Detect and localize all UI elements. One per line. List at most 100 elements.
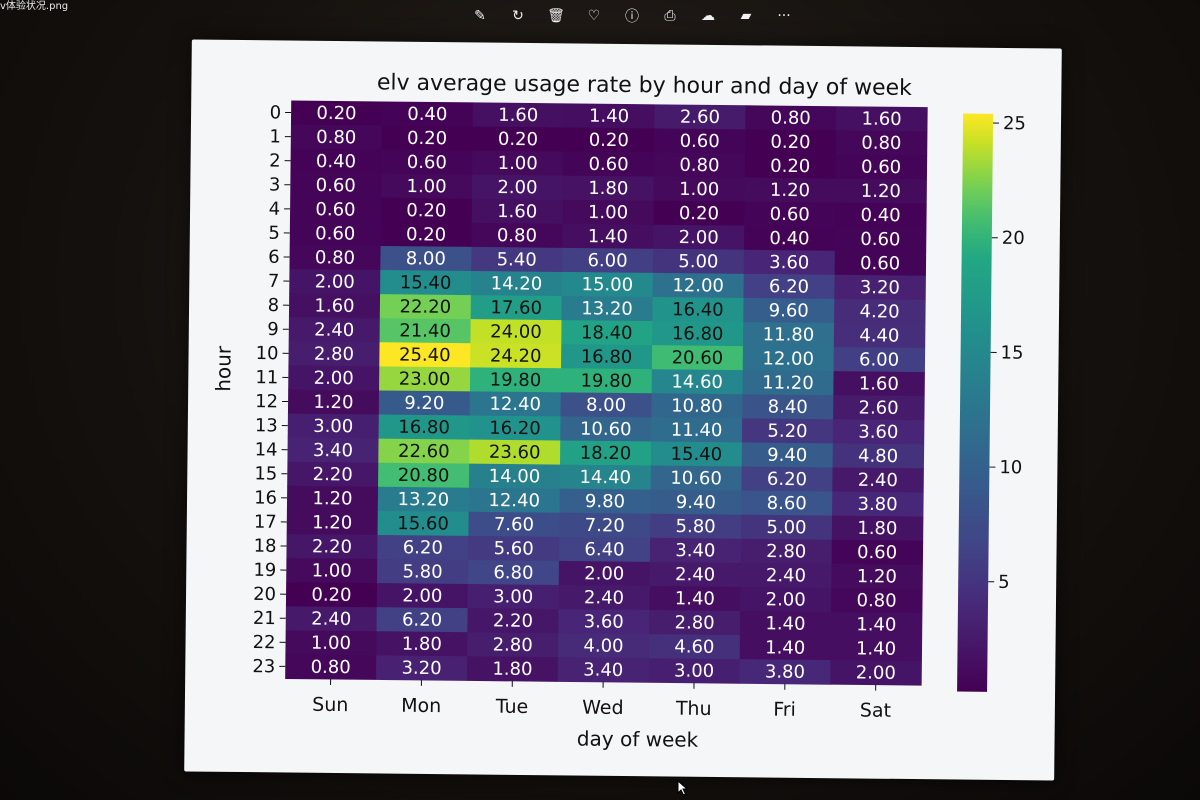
video-icon[interactable]: ▰ — [740, 8, 752, 24]
heatmap-cell — [562, 223, 654, 250]
heatmap-cell — [380, 245, 472, 272]
cell-label: 10.60 — [670, 468, 722, 490]
cell-label: 6.20 — [769, 276, 809, 297]
heatmap-cell — [743, 225, 836, 252]
favorite-icon[interactable]: ♡ — [587, 8, 601, 24]
y-tick-label: 20 — [253, 584, 276, 605]
cell-label: 0.60 — [316, 175, 356, 196]
cell-label: 0.20 — [770, 156, 810, 177]
heatmap-cell — [471, 222, 564, 249]
x-tick-label: Sat — [860, 699, 891, 721]
cell-label: 2.60 — [858, 398, 898, 419]
print-icon[interactable]: ⎙ — [664, 8, 676, 24]
cell-label: 5.40 — [497, 249, 537, 270]
cell-label: 0.80 — [497, 225, 537, 246]
heatmap-cell — [468, 535, 560, 562]
y-tick-label: 7 — [268, 271, 280, 292]
cell-label: 0.60 — [680, 131, 720, 152]
more-icon[interactable]: ··· — [777, 8, 791, 24]
cell-label: 1.60 — [859, 373, 899, 394]
heatmap-cell — [287, 437, 380, 464]
heatmap-cell — [652, 321, 744, 347]
y-tick-label: 18 — [254, 536, 277, 557]
cloud-icon[interactable]: ☁ — [701, 8, 715, 24]
cell-label: 9.40 — [676, 492, 716, 513]
heatmap-cell — [378, 462, 470, 489]
cell-label: 24.20 — [490, 345, 542, 367]
heatmap-cell — [831, 563, 923, 590]
heatmap-cell — [468, 463, 561, 490]
heatmap-cell — [650, 489, 742, 516]
heatmap-cell — [288, 293, 381, 319]
cell-label: 14.60 — [671, 371, 723, 393]
heatmap-cell — [286, 533, 379, 560]
y-tick-label: 1 — [269, 126, 281, 147]
cell-label: 2.60 — [680, 107, 720, 128]
cell-label: 18.40 — [581, 322, 633, 344]
heatmap-cell — [563, 103, 656, 129]
cell-label: 2.80 — [314, 344, 354, 365]
cell-label: 4.40 — [859, 325, 899, 346]
heatmap-cell — [287, 389, 380, 416]
cell-label: 2.00 — [315, 271, 355, 292]
x-tick-label: Sun — [312, 694, 348, 716]
heatmap-cell — [290, 124, 383, 151]
edit-icon[interactable]: ✎ — [474, 8, 486, 24]
heatmap-cell — [557, 633, 650, 659]
heatmap-cell — [831, 587, 923, 614]
cell-label: 5.00 — [678, 251, 718, 272]
rotate-icon[interactable]: ↻ — [512, 8, 524, 24]
cell-label: 3.00 — [313, 416, 353, 437]
heatmap-cell — [653, 152, 746, 179]
y-tick-label: 14 — [255, 439, 278, 460]
x-tick-label: Fri — [773, 699, 796, 721]
cell-label: 0.20 — [406, 200, 446, 221]
cell-label: 2.40 — [584, 587, 624, 608]
cell-label: 12.40 — [488, 490, 540, 512]
heatmap-cell — [288, 317, 381, 343]
cell-label: 11.80 — [763, 324, 815, 346]
heatmap-cell — [834, 250, 927, 277]
heatmap-cell — [469, 415, 562, 442]
y-tick-label: 19 — [253, 560, 276, 581]
colorbar — [957, 113, 994, 692]
heatmap-cell — [559, 488, 652, 515]
info-icon[interactable]: ⓘ — [625, 9, 639, 25]
heatmap-cell — [561, 271, 654, 298]
cell-label: 7.60 — [494, 514, 534, 535]
heatmap-cell — [561, 296, 654, 322]
delete-icon[interactable]: 🗑 — [547, 8, 565, 24]
cell-label: 14.40 — [579, 467, 631, 489]
cell-label: 0.20 — [589, 130, 629, 151]
heatmap-cell — [290, 148, 383, 175]
cell-label: 5.60 — [494, 538, 534, 559]
heatmap-cell — [744, 153, 837, 179]
colorbar-tick-label: 10 — [999, 457, 1022, 478]
heatmap-cell — [285, 606, 378, 632]
cell-label: 2.40 — [858, 470, 898, 491]
cell-label: 1.60 — [314, 295, 354, 316]
heatmap-chart: elv average usage rate by hour and day o… — [211, 70, 1026, 751]
heatmap-cell — [469, 367, 562, 393]
heatmap-cell — [653, 224, 745, 251]
cell-label: 2.00 — [497, 177, 537, 198]
heatmap-cell — [743, 273, 836, 300]
cell-label: 1.00 — [311, 633, 351, 654]
y-tick-label: 22 — [253, 632, 276, 653]
cell-label: 0.60 — [861, 157, 901, 178]
cell-label: 3.40 — [675, 540, 715, 561]
heatmap-cell — [467, 632, 559, 658]
cell-label: 2.00 — [314, 368, 354, 389]
heatmap-cell — [653, 200, 745, 227]
cell-label: 6.20 — [402, 609, 442, 630]
cell-label: 6.80 — [493, 562, 533, 583]
heatmap-cell — [745, 105, 837, 131]
heatmap-cell — [648, 634, 741, 660]
cell-label: 3.00 — [493, 586, 533, 607]
heatmap-cell — [833, 347, 926, 373]
heatmap-cell — [377, 559, 469, 585]
heatmap-cell — [286, 558, 378, 584]
cell-label: 16.80 — [398, 417, 450, 439]
heatmap-cell — [742, 394, 834, 420]
heatmap-cell — [739, 659, 832, 685]
